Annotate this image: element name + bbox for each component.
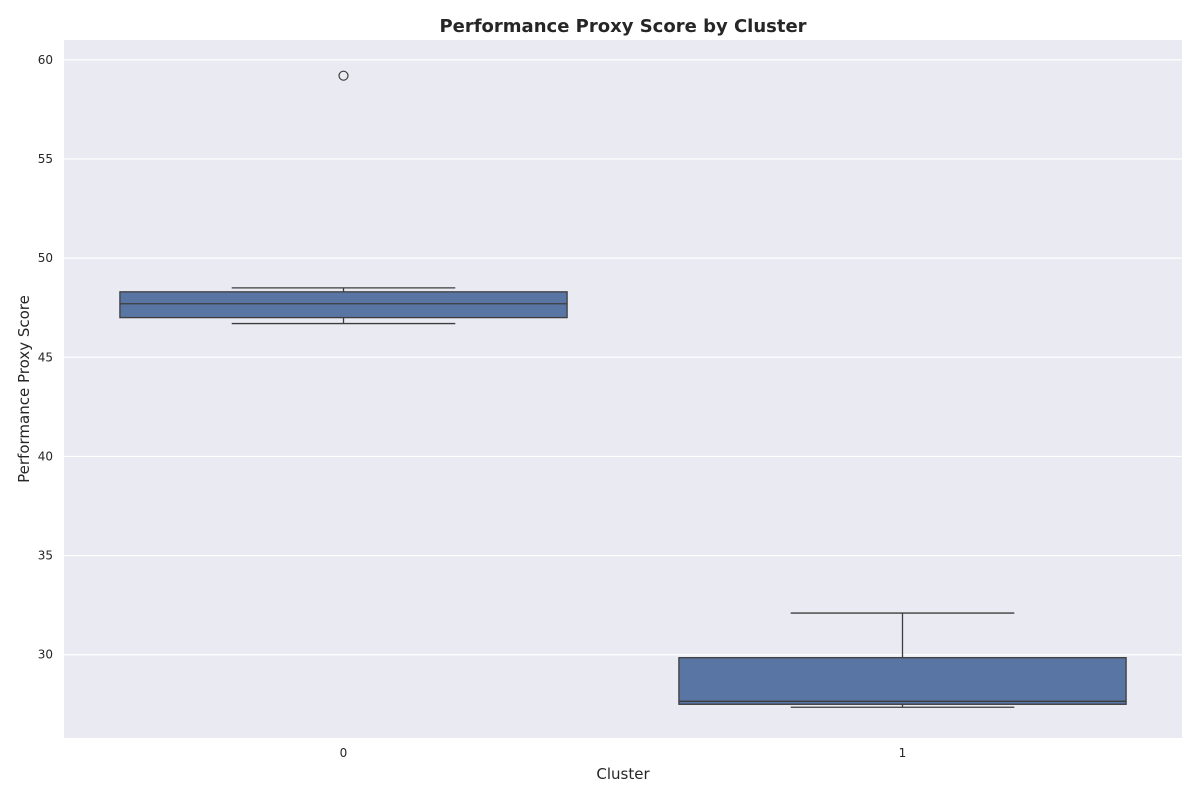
y-tick-label: 45 [38, 350, 53, 364]
y-axis-label: Performance Proxy Score [15, 295, 33, 483]
y-tick-label: 30 [38, 648, 53, 662]
x-tick-label: 0 [340, 746, 348, 760]
y-tick-label: 60 [38, 53, 53, 67]
boxes [119, 70, 1127, 708]
y-tick-labels: 30 35 40 45 50 55 60 [38, 53, 53, 662]
chart-title: Performance Proxy Score by Cluster [439, 16, 806, 37]
x-axis-label: Cluster [596, 765, 650, 783]
y-tick-label: 55 [38, 152, 53, 166]
box-iqr [119, 291, 568, 319]
box-group [119, 70, 568, 325]
box-iqr [678, 657, 1127, 705]
plot-area [64, 40, 1182, 738]
outlier-point [338, 70, 349, 81]
y-tick-label: 40 [38, 449, 53, 463]
grid-lines [64, 59, 1182, 656]
y-tick-label: 50 [38, 251, 53, 265]
box-group [678, 612, 1127, 708]
x-tick-label: 1 [899, 746, 907, 760]
y-tick-label: 35 [38, 549, 53, 563]
